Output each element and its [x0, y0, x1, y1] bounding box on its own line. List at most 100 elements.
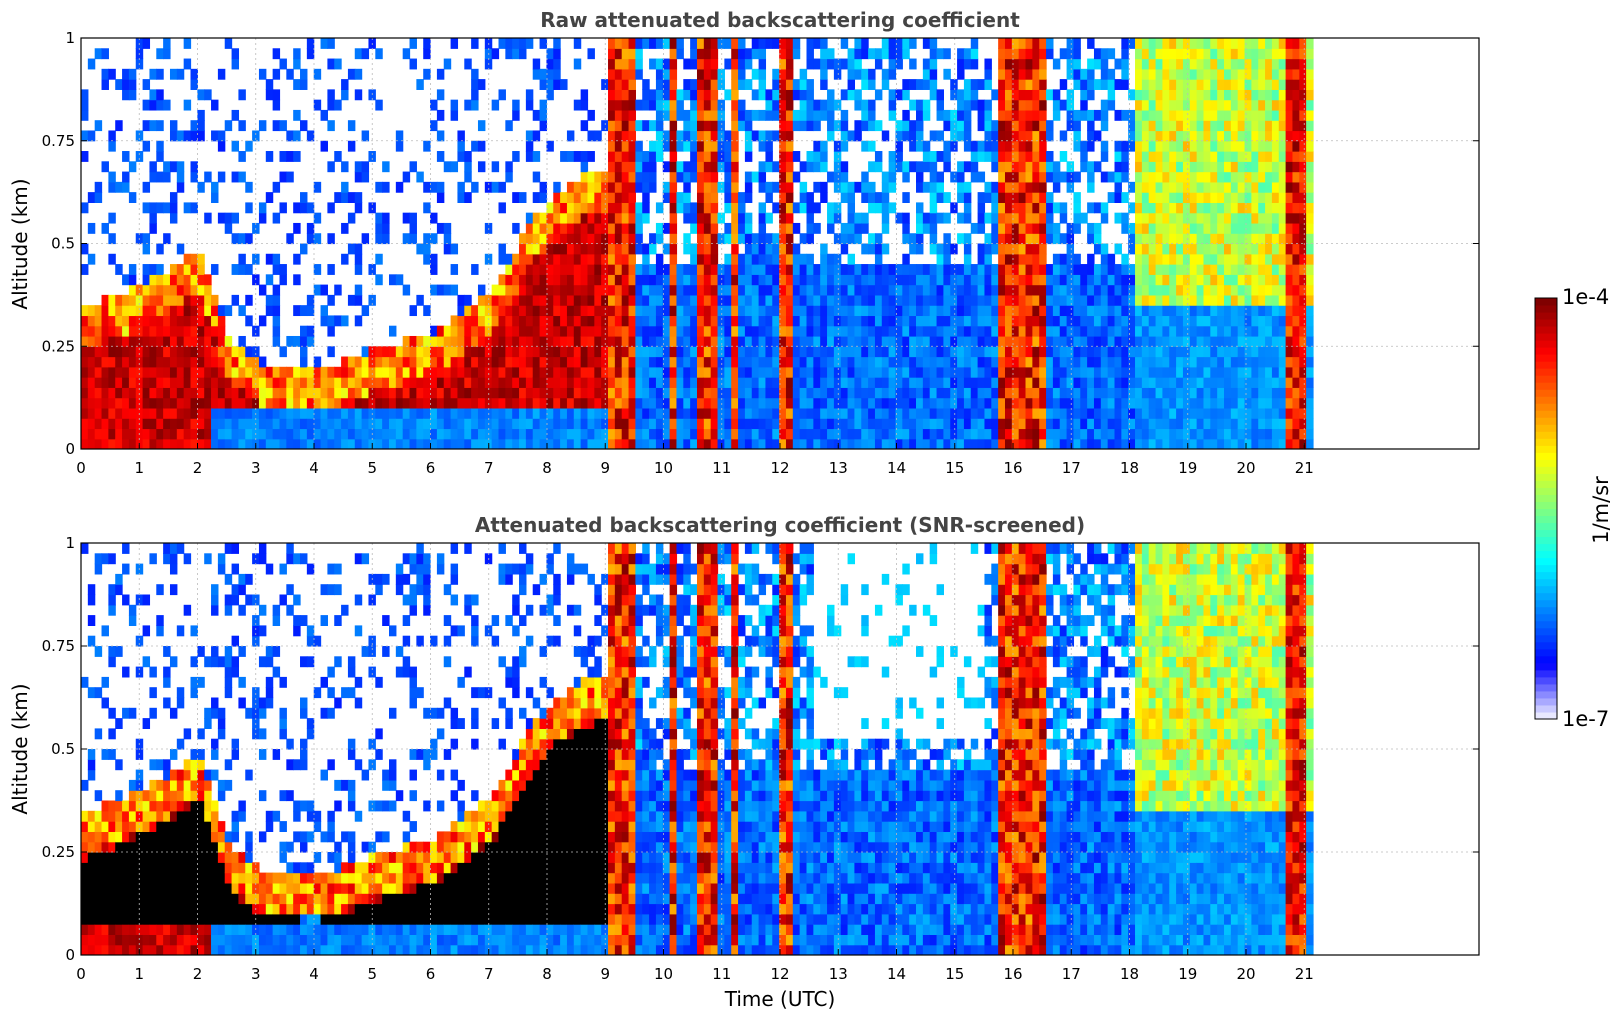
- heatmap-cell: [936, 89, 944, 101]
- heatmap-cell: [519, 38, 527, 49]
- heatmap-cell: [327, 264, 335, 275]
- heatmap-cell: [149, 68, 157, 80]
- heatmap-cell: [211, 366, 219, 378]
- heatmap-cell: [1258, 315, 1266, 327]
- heatmap-cell: [861, 68, 869, 80]
- heatmap-cell: [649, 366, 657, 378]
- heatmap-cell: [1182, 68, 1191, 80]
- heatmap-cell: [614, 438, 623, 449]
- heatmap-cell: [758, 315, 767, 327]
- heatmap-cell: [361, 407, 370, 419]
- heatmap-cell: [1244, 407, 1252, 419]
- heatmap-cell: [560, 151, 568, 162]
- heatmap-cell: [1018, 58, 1027, 70]
- heatmap-cell: [621, 212, 630, 224]
- heatmap-cell: [703, 161, 712, 173]
- heatmap-cell: [300, 356, 308, 368]
- heatmap-cell: [1080, 284, 1088, 296]
- heatmap-cell: [792, 397, 801, 409]
- heatmap-cell: [669, 397, 678, 409]
- heatmap-cell: [464, 428, 472, 440]
- heatmap-cell: [758, 38, 767, 49]
- heatmap-cell: [772, 428, 780, 440]
- heatmap-cell: [1087, 438, 1095, 449]
- heatmap-cell: [128, 89, 137, 101]
- heatmap-cell: [457, 428, 465, 440]
- heatmap-cell: [1093, 315, 1102, 327]
- heatmap-cell: [608, 151, 616, 162]
- heatmap-cell: [608, 356, 616, 368]
- heatmap-cell: [998, 407, 1006, 419]
- heatmap-cell: [1114, 171, 1122, 183]
- heatmap-cell: [525, 418, 534, 430]
- heatmap-cell: [601, 294, 609, 306]
- heatmap-cell: [553, 366, 561, 378]
- heatmap-cell: [224, 356, 233, 368]
- heatmap-cell: [765, 109, 773, 121]
- heatmap-cell: [1244, 315, 1252, 327]
- heatmap-cell: [731, 315, 739, 327]
- heatmap-cell: [922, 418, 931, 430]
- heatmap-cell: [676, 366, 684, 378]
- heatmap-cell: [621, 79, 630, 90]
- heatmap-cell: [1230, 233, 1239, 245]
- heatmap-cell: [765, 181, 773, 193]
- heatmap-cell: [676, 202, 684, 214]
- heatmap-cell: [1258, 233, 1266, 245]
- heatmap-cell: [888, 335, 897, 347]
- heatmap-cell: [895, 120, 903, 132]
- heatmap-cell: [1087, 79, 1095, 90]
- heatmap-cell: [341, 428, 349, 440]
- heatmap-cell: [950, 140, 958, 152]
- heatmap-cell: [1148, 58, 1157, 70]
- heatmap-cell: [436, 356, 445, 368]
- heatmap-cell: [765, 192, 773, 203]
- heatmap-cell: [300, 366, 308, 378]
- heatmap-cell: [81, 151, 89, 162]
- heatmap-cell: [744, 305, 753, 317]
- heatmap-cell: [409, 356, 417, 368]
- heatmap-cell: [1196, 109, 1205, 121]
- heatmap-cell: [1148, 140, 1157, 152]
- heatmap-cell: [1100, 48, 1109, 60]
- heatmap-cell: [1210, 407, 1218, 419]
- heatmap-cell: [614, 305, 623, 317]
- heatmap-cell: [108, 171, 116, 183]
- heatmap-cell: [464, 151, 472, 162]
- heatmap-cell: [703, 418, 712, 430]
- heatmap-cell: [450, 387, 459, 399]
- heatmap-cell: [1210, 366, 1218, 378]
- heatmap-cell: [751, 377, 760, 388]
- heatmap-cell: [231, 140, 240, 152]
- heatmap-cell: [998, 99, 1006, 111]
- heatmap-cell: [183, 387, 192, 399]
- heatmap-cell: [1224, 284, 1232, 296]
- heatmap-cell: [614, 192, 623, 203]
- heatmap-cell: [142, 397, 151, 409]
- heatmap-cell: [512, 438, 520, 449]
- heatmap-cell: [621, 397, 630, 409]
- heatmap-cell: [642, 171, 650, 183]
- heatmap-cell: [799, 253, 808, 265]
- heatmap-cell: [1210, 315, 1218, 327]
- heatmap-cell: [539, 253, 548, 265]
- heatmap-cell: [854, 274, 862, 286]
- heatmap-cell: [217, 387, 226, 399]
- heatmap-cell: [888, 181, 897, 193]
- heatmap-cell: [861, 274, 869, 286]
- heatmap-cell: [539, 284, 548, 296]
- heatmap-cell: [1107, 356, 1116, 368]
- heatmap-cell: [950, 418, 958, 430]
- heatmap-cell: [608, 181, 616, 193]
- heatmap-cell: [464, 305, 472, 317]
- heatmap-cell: [1155, 387, 1164, 399]
- heatmap-cell: [690, 120, 698, 132]
- heatmap-cell: [799, 181, 808, 193]
- heatmap-cell: [655, 428, 664, 440]
- heatmap-cell: [1196, 407, 1205, 419]
- heatmap-cell: [1176, 407, 1184, 419]
- heatmap-cell: [662, 222, 671, 234]
- heatmap-cell: [868, 109, 876, 121]
- heatmap-cell: [498, 202, 506, 214]
- heatmap-cell: [703, 264, 712, 275]
